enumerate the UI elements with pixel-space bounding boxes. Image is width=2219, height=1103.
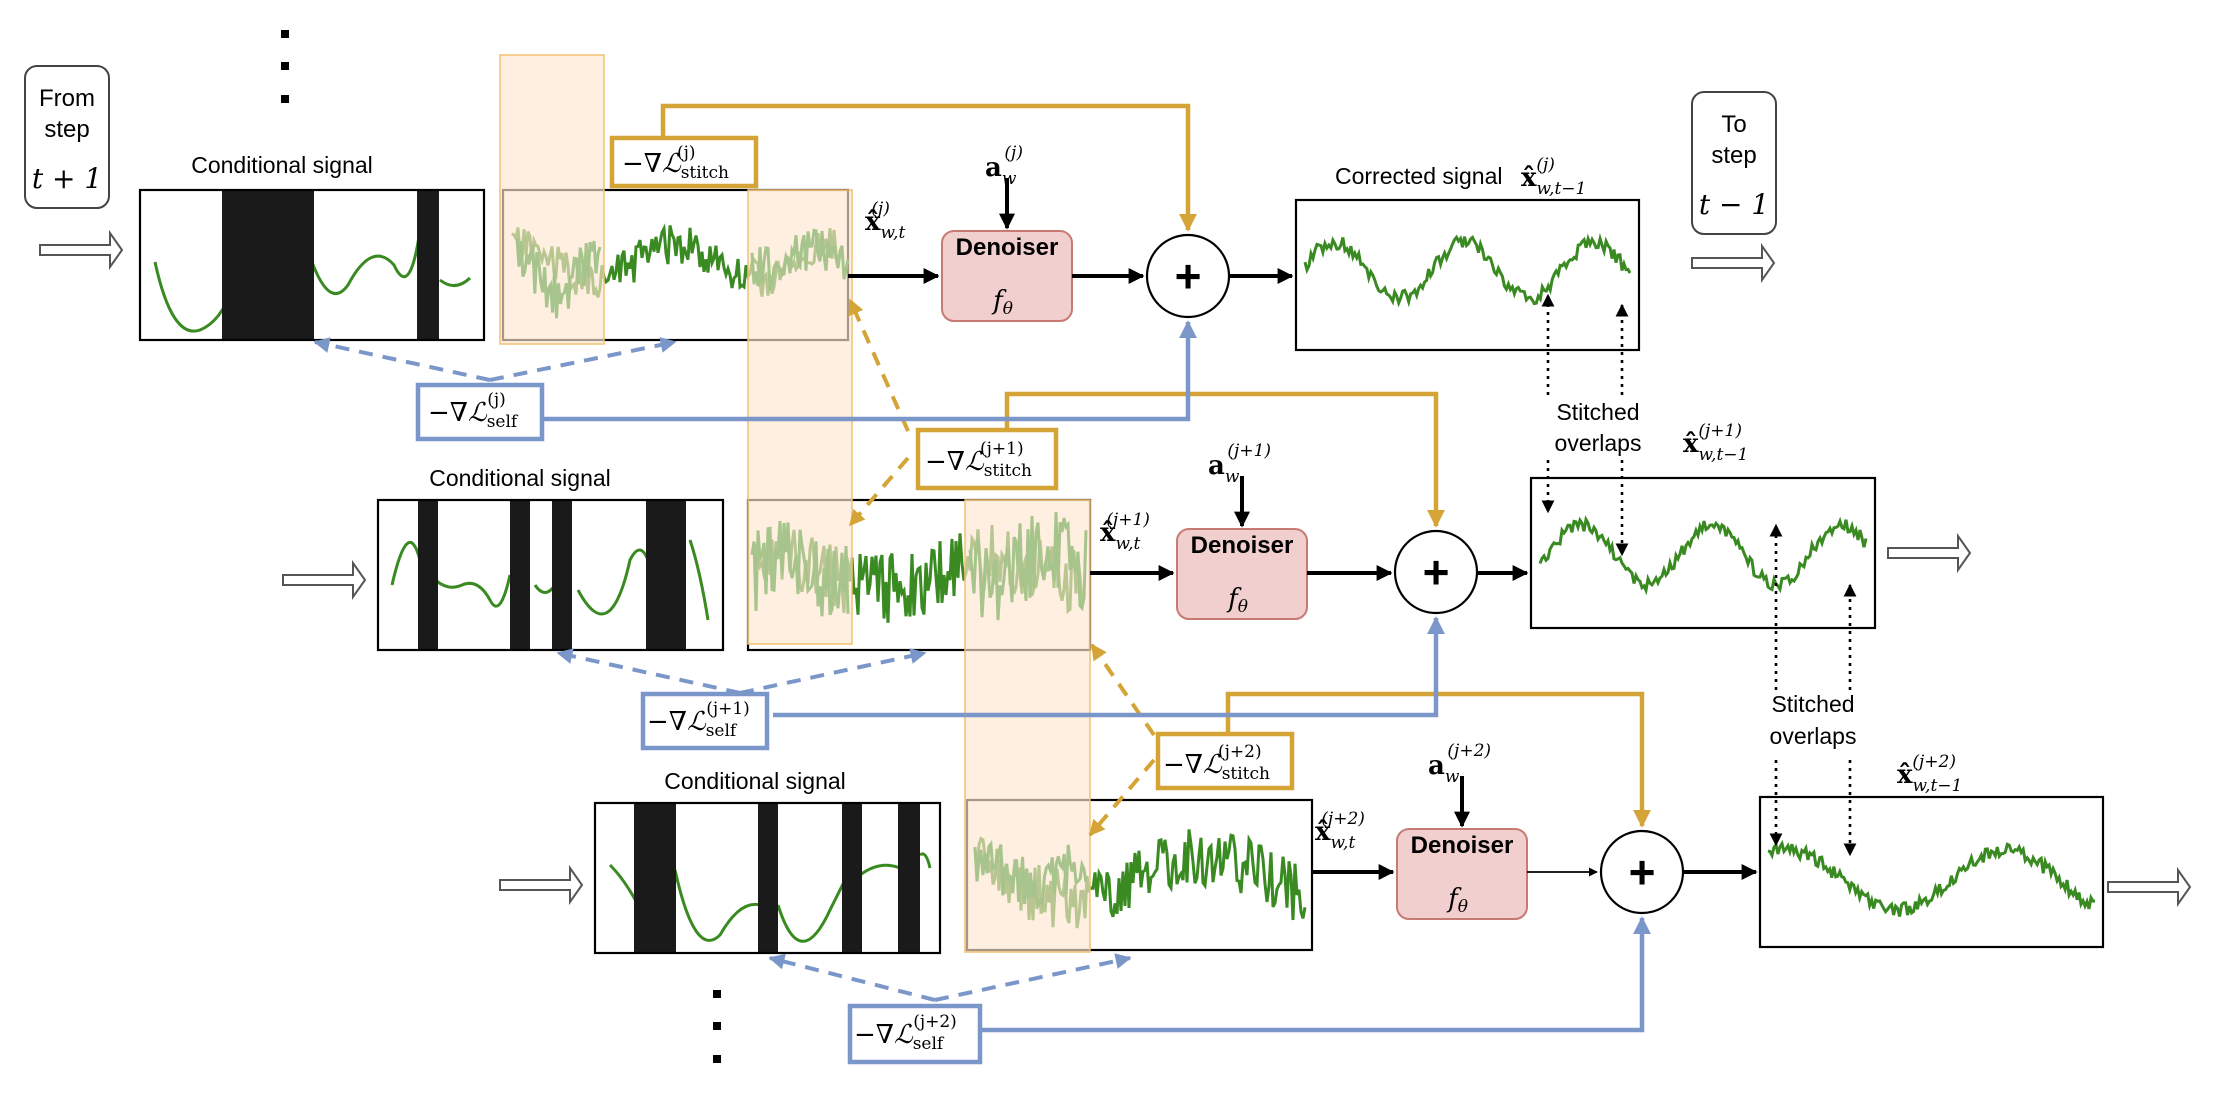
corrected-signal-box-row3 bbox=[1758, 795, 2105, 949]
hollow-arrow-icon-out-row3 bbox=[2107, 866, 2192, 908]
conditional-signal-box-row2 bbox=[376, 498, 725, 652]
denoiser-label: Denoiser bbox=[1411, 832, 1514, 859]
svg-text:−∇ℒstitch(j): −∇ℒstitch(j) bbox=[622, 143, 729, 183]
svg-text:+: + bbox=[1629, 846, 1656, 898]
to-step-line1: To bbox=[1721, 111, 1746, 138]
flow-wires bbox=[848, 178, 1758, 880]
svg-text:x̂w,t(j): x̂w,t(j) bbox=[865, 199, 905, 243]
svg-text:x̂w,t(j+2): x̂w,t(j+2) bbox=[1315, 809, 1365, 853]
svg-text:−∇ℒself(j): −∇ℒself(j) bbox=[428, 390, 519, 432]
plus-icon-row1: + bbox=[1145, 233, 1231, 319]
x-hat-prev-label-row2: x̂w,t−1(j+1) bbox=[1683, 421, 1748, 465]
conditional-signal-box-row1 bbox=[138, 188, 486, 342]
svg-text:+: + bbox=[1175, 250, 1202, 302]
hollow-arrow-icon-in-row1 bbox=[39, 229, 124, 271]
vertical-ellipsis-icon-bottom bbox=[713, 990, 721, 1063]
svg-text:x̂w,t−1(j+2): x̂w,t−1(j+2) bbox=[1897, 752, 1962, 796]
from-step-line1: From bbox=[39, 85, 95, 112]
corrected-signal-box-row2 bbox=[1529, 476, 1877, 630]
conditional-signal-label-row2: Conditional signal bbox=[429, 465, 611, 491]
svg-text:overlaps: overlaps bbox=[1770, 723, 1857, 749]
denoiser-block-row3: Denoiser fθ bbox=[1396, 828, 1528, 920]
svg-text:aw(j+1): aw(j+1) bbox=[1208, 441, 1271, 487]
svg-text:overlaps: overlaps bbox=[1555, 430, 1642, 456]
conditional-signal-label-row3: Conditional signal bbox=[664, 768, 846, 794]
corrected-signal-label: Corrected signal bbox=[1335, 163, 1502, 189]
hollow-arrow-icon-in-row2 bbox=[282, 559, 367, 601]
svg-text:x̂w,t−1(j): x̂w,t−1(j) bbox=[1521, 155, 1586, 199]
to-step-line3: t − 1 bbox=[1699, 188, 1769, 221]
action-label-row2: aw(j+1) bbox=[1208, 441, 1271, 487]
stitch-guidance-label-row1: −∇ℒstitch(j) bbox=[609, 135, 759, 189]
hollow-arrow-icon-in-row3 bbox=[499, 864, 584, 906]
svg-text:aw(j+2): aw(j+2) bbox=[1428, 741, 1491, 787]
plus-icon-row3: + bbox=[1599, 829, 1685, 915]
denoiser-block-row2: Denoiser fθ bbox=[1176, 528, 1308, 620]
svg-text:x̂w,t−1(j+1): x̂w,t−1(j+1) bbox=[1683, 421, 1748, 465]
conditional-signal-box-row3 bbox=[593, 801, 942, 955]
hollow-arrow-icon-out-row1 bbox=[1691, 242, 1776, 284]
stitch-guidance-label-row2: −∇ℒstitch(j+1) bbox=[915, 427, 1059, 491]
svg-text:−∇ℒself(j+1): −∇ℒself(j+1) bbox=[647, 699, 750, 741]
svg-text:+: + bbox=[1423, 546, 1450, 598]
stitched-overlaps-label-top: Stitched overlaps bbox=[1555, 399, 1642, 456]
from-step-line3: t + 1 bbox=[32, 162, 102, 195]
svg-text:−∇ℒstitch(j+2): −∇ℒstitch(j+2) bbox=[1163, 742, 1270, 784]
conditional-signal-label-row1: Conditional signal bbox=[191, 152, 373, 178]
to-step-box: To step t − 1 bbox=[1691, 91, 1777, 235]
svg-text:Stitched: Stitched bbox=[1771, 691, 1854, 717]
x-hat-t-label-row1: x̂w,t(j) bbox=[865, 199, 905, 243]
self-guidance-wires bbox=[313, 320, 1651, 1033]
corrected-signal-box-row1 bbox=[1294, 198, 1641, 352]
stitch-guidance-label-row3: −∇ℒstitch(j+2) bbox=[1155, 731, 1295, 791]
hollow-arrow-icon bbox=[39, 229, 2192, 908]
hollow-arrow-icon-out-row2 bbox=[1887, 532, 1972, 574]
svg-text:x̂w,t(j+1): x̂w,t(j+1) bbox=[1100, 510, 1150, 554]
stitched-overlaps-label-bottom: Stitched overlaps bbox=[1770, 691, 1857, 749]
x-hat-t-label-row3: x̂w,t(j+2) bbox=[1315, 809, 1365, 853]
stitched-overlaps-arrows bbox=[1541, 293, 1857, 857]
from-step-box: From step t + 1 bbox=[24, 65, 110, 209]
svg-text:−∇ℒstitch(j+1): −∇ℒstitch(j+1) bbox=[925, 439, 1032, 481]
svg-text:Stitched: Stitched bbox=[1556, 399, 1639, 425]
x-hat-prev-label-row3: x̂w,t−1(j+2) bbox=[1897, 752, 1962, 796]
action-label-row1: aw(j) bbox=[985, 143, 1023, 189]
self-guidance-label-row3: −∇ℒself(j+2) bbox=[847, 1003, 983, 1065]
svg-text:aw(j): aw(j) bbox=[985, 143, 1023, 189]
svg-text:−∇ℒself(j+2): −∇ℒself(j+2) bbox=[854, 1012, 957, 1054]
denoiser-label: Denoiser bbox=[1191, 532, 1294, 559]
self-guidance-label-row2: −∇ℒself(j+1) bbox=[640, 691, 770, 751]
self-guidance-label-row1: −∇ℒself(j) bbox=[415, 382, 545, 442]
action-label-row3: aw(j+2) bbox=[1428, 741, 1491, 787]
plus-icon-row2: + bbox=[1393, 529, 1479, 615]
to-step-line2: step bbox=[1711, 142, 1756, 169]
denoiser-label: Denoiser bbox=[956, 234, 1059, 261]
corrected-signal-math-row1: x̂w,t−1(j) bbox=[1521, 155, 1586, 199]
x-hat-t-label-row2: x̂w,t(j+1) bbox=[1100, 510, 1150, 554]
vertical-ellipsis-icon-top bbox=[281, 30, 289, 103]
from-step-line2: step bbox=[44, 116, 89, 143]
denoiser-block-row1: Denoiser fθ bbox=[941, 230, 1073, 322]
